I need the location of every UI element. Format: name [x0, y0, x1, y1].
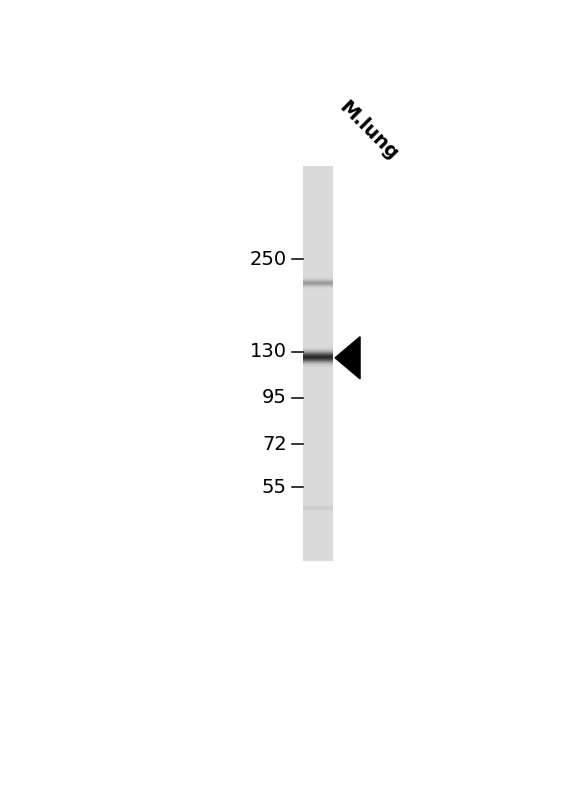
Polygon shape: [335, 337, 360, 379]
Text: 250: 250: [250, 250, 287, 269]
Text: M.lung: M.lung: [336, 98, 402, 164]
Text: 130: 130: [250, 342, 287, 361]
Text: 72: 72: [262, 434, 287, 454]
Text: 95: 95: [262, 388, 287, 407]
Text: 55: 55: [262, 478, 287, 497]
